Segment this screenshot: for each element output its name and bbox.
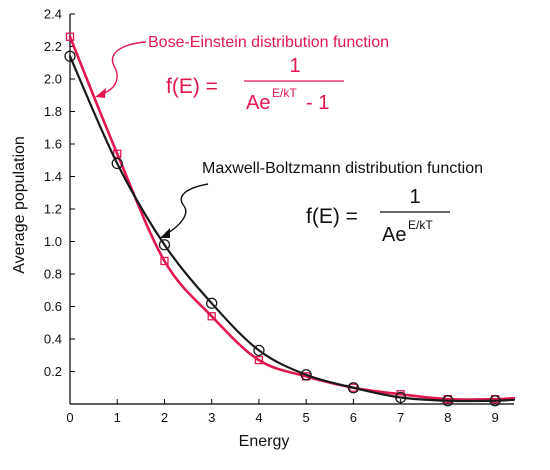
be-formula-denominator-base: Ae bbox=[246, 92, 270, 114]
y-tick-label: 2.4 bbox=[44, 7, 62, 22]
x-tick-label: 8 bbox=[444, 410, 451, 425]
maxwell-boltzmann-point bbox=[394, 391, 407, 404]
x-tick-label: 0 bbox=[66, 410, 73, 425]
maxwell-boltzmann-point bbox=[253, 344, 265, 357]
mb-formula-denominator-base: Ae bbox=[382, 224, 406, 246]
maxwell-boltzmann-point bbox=[489, 395, 501, 407]
y-ticks: 0.2 0.4 0.6 0.8 1.0 1.2 1.4 1.6 1.8 2.0 2.2 2.4 bbox=[44, 7, 75, 379]
maxwell-boltzmann-annotation: Maxwell-Boltzmann distribution function … bbox=[160, 160, 483, 246]
maxwell-boltzmann-point bbox=[158, 239, 171, 251]
mb-formula-denominator-exponent: E/kT bbox=[408, 218, 433, 232]
y-tick-label: 0.4 bbox=[44, 332, 62, 347]
bose-einstein-point bbox=[113, 149, 122, 158]
mb-label: Maxwell-Boltzmann distribution function bbox=[202, 160, 483, 177]
x-tick-label: 3 bbox=[208, 410, 215, 425]
mb-formula-lhs: f(E) = bbox=[306, 205, 358, 228]
mb-arrow bbox=[165, 183, 209, 235]
y-tick-label: 0.8 bbox=[44, 267, 62, 282]
maxwell-boltzmann-point bbox=[347, 382, 360, 394]
bose-einstein-point bbox=[65, 32, 75, 41]
x-tick-label: 6 bbox=[350, 410, 357, 425]
maxwell-boltzmann-point bbox=[64, 50, 76, 62]
y-axis-label: Average population bbox=[11, 136, 28, 274]
maxwell-boltzmann-point bbox=[300, 369, 312, 381]
be-arrowhead bbox=[95, 88, 106, 98]
y-tick-label: 1.6 bbox=[44, 137, 62, 152]
bose-einstein-point bbox=[254, 355, 264, 365]
y-tick-label: 1.4 bbox=[44, 169, 62, 184]
be-label: Bose-Einstein distribution function bbox=[148, 34, 389, 51]
y-tick-label: 2.0 bbox=[44, 72, 62, 87]
x-tick-label: 2 bbox=[161, 410, 168, 425]
be-formula-denominator-tail: - 1 bbox=[306, 92, 329, 114]
be-formula-lhs: f(E) = bbox=[166, 75, 218, 98]
be-arrow bbox=[101, 41, 147, 95]
axes: 0 1 2 3 4 5 6 7 8 9 0.2 0.4 0.6 0.8 1.0 1.2 1.4 1.6 1.8 2.… bbox=[44, 7, 514, 425]
be-formula-numerator: 1 bbox=[289, 55, 300, 77]
y-tick-label: 1.0 bbox=[44, 234, 62, 249]
maxwell-boltzmann-curve bbox=[68, 55, 516, 403]
mb-formula-numerator: 1 bbox=[409, 186, 420, 208]
bose-einstein-annotation: Bose-Einstein distribution function f(E)… bbox=[95, 34, 389, 114]
x-tick-label: 9 bbox=[491, 410, 498, 425]
y-tick-label: 1.2 bbox=[44, 202, 62, 217]
bose-einstein-point bbox=[207, 312, 216, 321]
be-formula-denominator-exponent: E/kT bbox=[272, 86, 297, 100]
x-tick-label: 7 bbox=[397, 410, 404, 425]
y-tick-label: 2.2 bbox=[44, 39, 62, 54]
series-layer bbox=[64, 32, 516, 407]
x-tick-label: 4 bbox=[255, 410, 262, 425]
y-tick-label: 0.2 bbox=[44, 364, 62, 379]
y-tick-label: 0.6 bbox=[44, 299, 62, 314]
x-axis-label: Energy bbox=[239, 433, 290, 450]
mb-arrowhead bbox=[160, 228, 170, 238]
x-tick-label: 5 bbox=[303, 410, 310, 425]
bose-einstein-point bbox=[160, 256, 169, 266]
x-ticks: 0 1 2 3 4 5 6 7 8 9 bbox=[66, 399, 499, 425]
y-tick-label: 1.8 bbox=[44, 104, 62, 119]
maxwell-boltzmann-point bbox=[111, 157, 123, 170]
x-tick-label: 1 bbox=[114, 410, 121, 425]
maxwell-boltzmann-point bbox=[206, 297, 218, 309]
maxwell-boltzmann-point bbox=[442, 395, 454, 407]
